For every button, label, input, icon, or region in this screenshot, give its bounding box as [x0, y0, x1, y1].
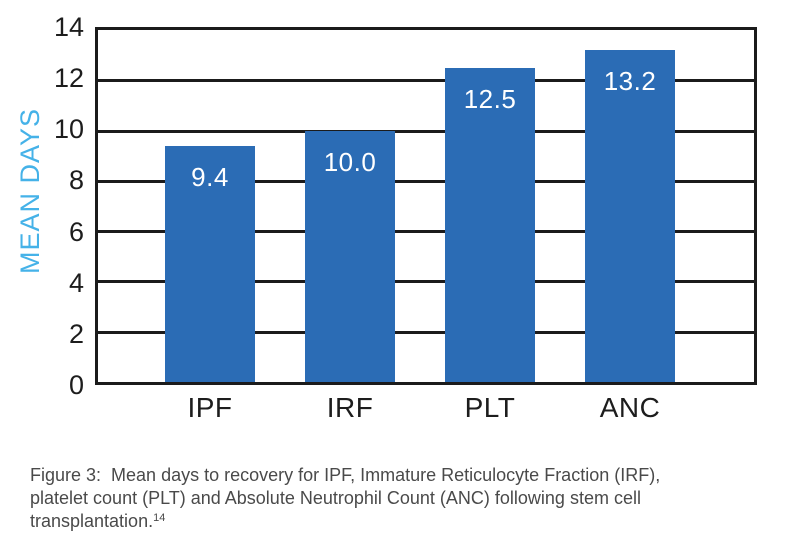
bar-value-label: 10.0: [323, 146, 377, 177]
caption-line-3: transplantation.14: [30, 510, 660, 533]
plot-area: 9.4 10.0 12.5 13.2: [95, 27, 757, 385]
y-tick-label: 14: [53, 12, 84, 42]
caption-line-1: Figure 3: Mean days to recovery for IPF,…: [30, 465, 661, 485]
bar-value-label: 13.2: [603, 66, 657, 97]
y-axis-tick-labels: 14 12 10 8 6 4 2 0: [20, 0, 84, 420]
y-tick-label: 2: [68, 319, 84, 349]
y-tick-label: 0: [68, 370, 84, 400]
bar-anc: 13.2: [585, 50, 675, 382]
x-axis-label-ipf: IPF: [187, 392, 233, 423]
figure-caption: Figure 3: Mean days to recovery for IPF,…: [30, 464, 660, 533]
bar-plt: 12.5: [445, 67, 535, 382]
y-tick-label: 10: [53, 114, 84, 144]
caption-citation-superscript: 14: [153, 512, 166, 524]
y-tick-label: 8: [68, 165, 84, 195]
x-axis-label-irf: IRF: [326, 392, 374, 423]
bar-ipf: 9.4: [165, 145, 255, 382]
gridline: [98, 280, 754, 284]
gridline: [98, 230, 754, 234]
gridline: [98, 330, 754, 334]
bar-value-label: 12.5: [463, 83, 517, 114]
gridline: [98, 129, 754, 133]
y-tick-label: 6: [68, 217, 84, 247]
gridline: [98, 79, 754, 83]
bar-value-label: 9.4: [191, 161, 229, 192]
bar-irf: 10.0: [305, 130, 395, 382]
y-tick-label: 12: [53, 63, 84, 93]
x-axis-label-plt: PLT: [464, 392, 516, 423]
caption-line-2: platelet count (PLT) and Absolute Neutro…: [30, 488, 641, 508]
x-axis-label-anc: ANC: [599, 392, 661, 423]
y-tick-label: 4: [68, 268, 84, 298]
caption-line-3-text: transplantation.: [30, 511, 154, 531]
gridline: [98, 179, 754, 183]
